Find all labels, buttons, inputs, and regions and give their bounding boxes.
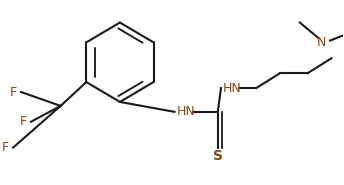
Text: HN: HN xyxy=(176,105,195,118)
Text: F: F xyxy=(2,141,9,154)
Text: F: F xyxy=(20,115,27,128)
Text: N: N xyxy=(317,36,326,49)
Text: S: S xyxy=(213,149,223,163)
Text: F: F xyxy=(10,85,17,98)
Text: HN: HN xyxy=(223,82,241,95)
